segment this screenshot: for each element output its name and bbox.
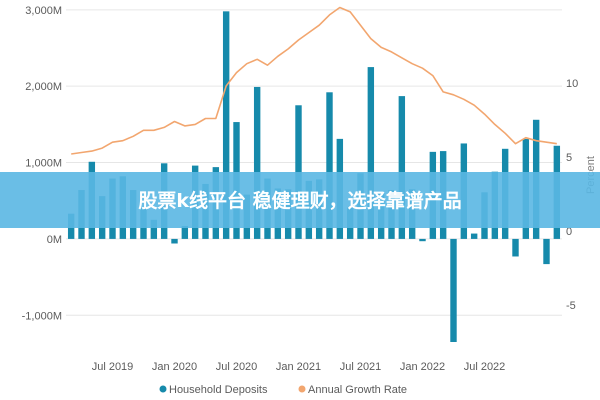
bar (222, 11, 230, 239)
bar (543, 238, 550, 265)
x-tick-label: Jul 2020 (216, 361, 258, 373)
left-tick-label: 1,000M (25, 158, 62, 170)
bar (450, 238, 457, 342)
bar (181, 225, 189, 239)
left-tick-label: 3,000M (25, 5, 62, 17)
x-tick-label: Jan 2022 (400, 361, 445, 373)
x-axis-labels: Jul 2019 Jan 2020 Jul 2020 Jan 2021 Jul 2021… (92, 361, 506, 373)
legend-label-household-deposits: Household Deposits (169, 384, 268, 396)
line-series (71, 6, 557, 155)
bar (398, 96, 406, 239)
bar (512, 238, 519, 257)
legend-marker-annual-growth-rate (298, 385, 306, 393)
promo-banner (0, 172, 600, 228)
grid-lines (66, 9, 562, 316)
right-tick-label: -5 (566, 300, 576, 312)
legend-label-annual-growth-rate: Annual Growth Rate (308, 384, 407, 396)
left-tick-label: 2,000M (25, 81, 62, 93)
bar (171, 238, 178, 244)
left-tick-label: 0M (47, 234, 62, 246)
growth-rate-line (71, 6, 557, 155)
right-axis-labels: -5 0 5 10 (566, 78, 578, 312)
right-tick-label: 5 (566, 152, 572, 164)
legend: Household Deposits Annual Growth Rate (159, 384, 407, 396)
bar (253, 86, 261, 239)
bar (470, 233, 478, 239)
bar (367, 67, 375, 239)
right-tick-label: 10 (566, 78, 578, 90)
bar (150, 219, 158, 239)
x-tick-label: Jan 2021 (276, 361, 321, 373)
right-tick-label: 0 (566, 226, 572, 238)
left-tick-label: -1,000M (22, 310, 62, 322)
legend-marker-household-deposits (159, 385, 167, 393)
x-tick-label: Jul 2021 (340, 361, 382, 373)
x-tick-label: Jul 2019 (92, 361, 134, 373)
x-tick-label: Jan 2020 (152, 361, 197, 373)
x-tick-label: Jul 2022 (464, 361, 506, 373)
promo-banner-text: 股票k线平台 稳健理财，选择靠谱产品 (138, 189, 461, 212)
left-axis-labels: -1,000M 0M 1,000M 2,000M 3,000M (22, 5, 62, 322)
bar (419, 238, 426, 242)
bar (326, 92, 333, 239)
